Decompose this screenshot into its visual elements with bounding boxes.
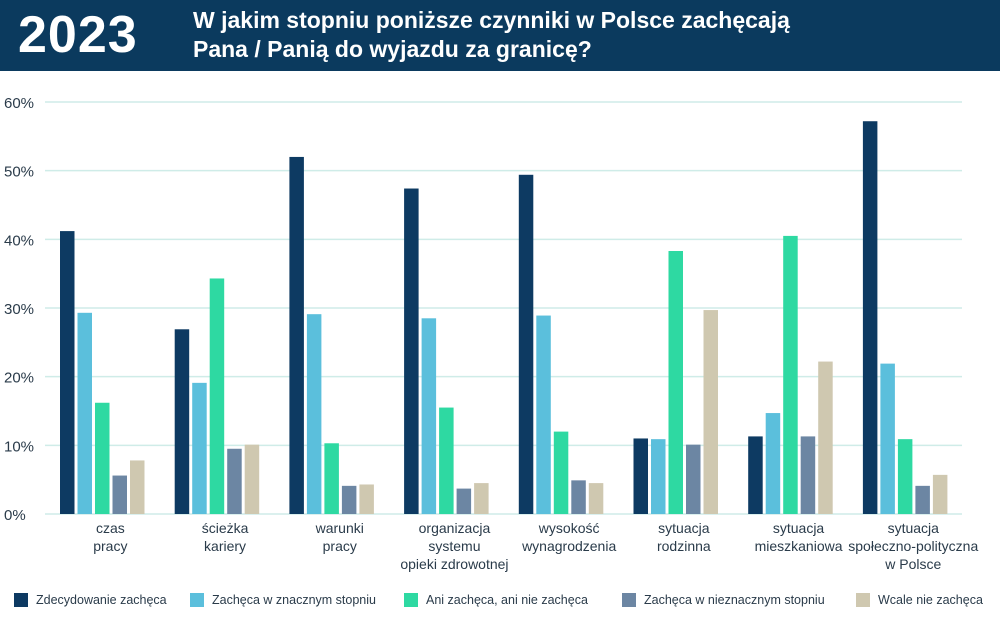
bar	[456, 488, 472, 514]
legend-item: Zachęca w nieznacznym stopniu	[622, 590, 825, 610]
bar	[244, 444, 260, 514]
y-tick-label: 50%	[4, 164, 34, 181]
bar	[748, 436, 763, 514]
y-tick-label: 40%	[4, 232, 34, 249]
x-axis-labels: czas pracy ścieżka kariery warunki pracy organ…	[93, 520, 978, 572]
bar	[341, 485, 357, 514]
x-tick-label: warunki pracy	[315, 520, 364, 554]
bar	[932, 474, 948, 514]
bar	[306, 314, 322, 514]
y-tick-label: 30%	[4, 301, 34, 318]
legend-label: Zachęca w znacznym stopniu	[212, 593, 376, 607]
bar	[60, 231, 75, 515]
legend-label: Zdecydowanie zachęca	[36, 593, 167, 607]
bar	[651, 439, 666, 514]
bar	[915, 485, 930, 514]
bar	[359, 484, 374, 514]
bar	[227, 448, 242, 514]
x-tick-label: czas pracy	[93, 520, 127, 554]
bar	[192, 382, 207, 514]
legend-label: Wcale nie zachęca	[878, 593, 983, 607]
x-tick-label: sytuacja społeczno-polityczna w Polsce	[848, 520, 978, 572]
legend-swatch	[622, 593, 636, 607]
bar	[77, 312, 92, 514]
bar	[536, 315, 551, 514]
legend-swatch	[404, 593, 418, 607]
title-line-2: Pana / Panią do wyjazdu za granicę?	[193, 36, 592, 62]
bar	[518, 174, 534, 514]
y-axis-ticks: 0% 10% 20% 30% 40% 50% 60%	[4, 95, 34, 524]
bar	[553, 431, 569, 514]
bar	[130, 460, 145, 514]
legend-item: Ani zachęca, ani nie zachęca	[404, 590, 588, 610]
y-tick-label: 60%	[4, 95, 34, 112]
legend-item: Wcale nie zachęca	[856, 590, 983, 610]
bar	[668, 251, 683, 515]
bar	[324, 443, 339, 514]
bar	[880, 363, 895, 514]
title-line-1: W jakim stopniu poniższe czynniki w Pols…	[193, 7, 790, 33]
bar	[112, 475, 127, 514]
bar	[289, 156, 304, 514]
bar	[571, 480, 586, 514]
legend-item: Zdecydowanie zachęca	[14, 590, 167, 610]
bar	[783, 235, 798, 514]
bar	[439, 407, 454, 514]
bar	[818, 361, 833, 514]
x-tick-label: organizacja systemu opieki zdrowotnej	[400, 520, 508, 572]
bar	[686, 444, 701, 514]
legend-label: Ani zachęca, ani nie zachęca	[426, 593, 588, 607]
legend-swatch	[856, 593, 870, 607]
x-tick-label: wysokość wynagrodzenia	[521, 520, 616, 554]
legend-swatch	[190, 593, 204, 607]
bar	[474, 483, 489, 514]
bar	[209, 278, 225, 514]
bar	[404, 188, 419, 514]
x-tick-label: ścieżka kariery	[202, 520, 249, 554]
bar	[421, 318, 437, 514]
bar	[800, 436, 816, 514]
bar	[765, 413, 781, 514]
y-tick-label: 20%	[4, 370, 34, 387]
legend-label: Zachęca w nieznacznym stopniu	[644, 593, 825, 607]
bar	[897, 439, 913, 514]
x-tick-label: sytuacja mieszkaniowa	[755, 520, 843, 554]
bars	[60, 121, 948, 515]
x-tick-label: sytuacja rodzinna	[657, 520, 711, 554]
y-tick-label: 0%	[4, 507, 26, 524]
bar	[588, 483, 604, 514]
bar	[862, 121, 878, 514]
bar	[633, 438, 648, 514]
chart-title: W jakim stopniu poniższe czynniki w Pols…	[193, 6, 973, 64]
y-tick-label: 10%	[4, 438, 34, 455]
bar-chart: 0% 10% 20% 30% 40% 50% 60% czas pracy ścieżka kar…	[4, 95, 978, 572]
bar	[174, 329, 190, 514]
legend-swatch	[14, 593, 28, 607]
header-bar: 2023 W jakim stopniu poniższe czynniki w…	[0, 0, 1000, 71]
bar	[95, 402, 110, 514]
legend-item: Zachęca w znacznym stopniu	[190, 590, 376, 610]
bar	[703, 310, 718, 514]
year-label: 2023	[18, 6, 138, 64]
legend: Zdecydowanie zachęca Zachęca w znacznym s…	[14, 590, 994, 610]
